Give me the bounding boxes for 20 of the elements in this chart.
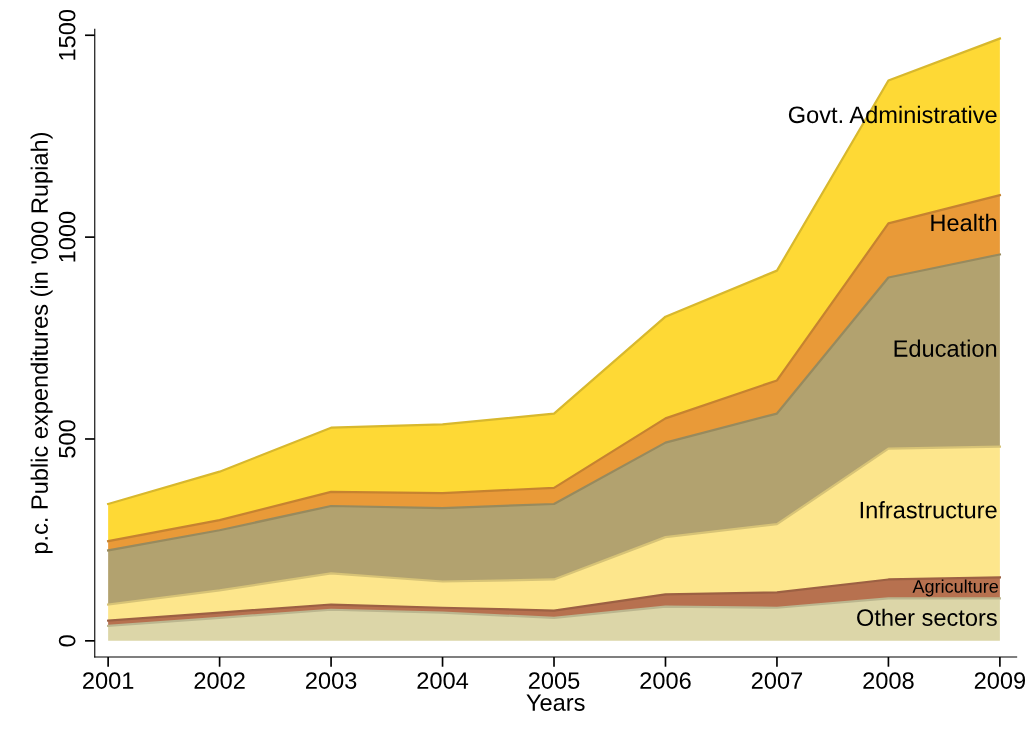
x-tick-label: 2007 — [751, 672, 803, 689]
x-tick-label: 2002 — [194, 672, 245, 689]
x-tick-label: 2008 — [863, 672, 914, 689]
x-tick-label: 2001 — [83, 672, 134, 689]
series-label: Infrastructure — [860, 501, 997, 519]
x-tick-label: 2005 — [528, 672, 580, 689]
y-tick-label: 0 — [58, 635, 76, 647]
x-tick-label: 2003 — [306, 672, 357, 689]
y-tick-label: 1500 — [58, 9, 76, 60]
series-label: Health — [931, 213, 997, 232]
y-tick-label: 500 — [58, 420, 76, 458]
series-label: Education — [894, 339, 997, 357]
x-tick-label: 2006 — [640, 672, 691, 689]
y-tick-label: 1000 — [58, 211, 76, 262]
series-label: Other sectors — [857, 608, 997, 626]
x-tick-label: 2004 — [417, 672, 469, 689]
x-axis-title: Years — [526, 694, 585, 711]
y-axis-title: p.c. Public expenditures (in '000 Rupiah) — [30, 132, 53, 554]
x-tick-label: 2009 — [974, 672, 1026, 689]
series-label: Agriculture — [912, 579, 998, 597]
